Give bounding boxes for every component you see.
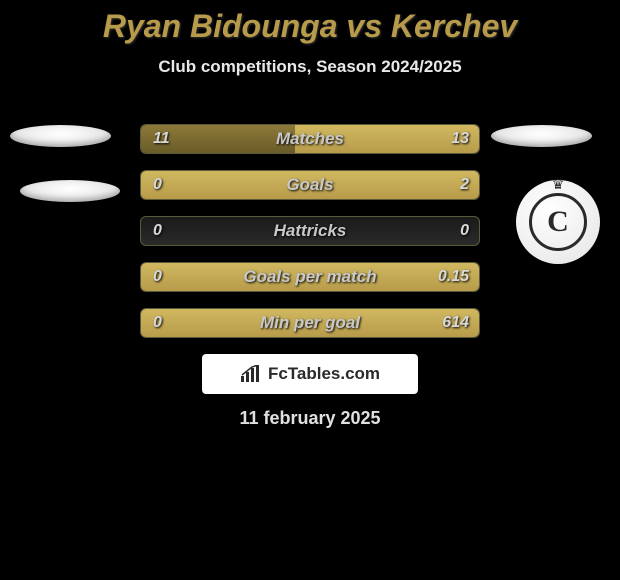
crest-inner-ring: C <box>529 193 587 251</box>
player1-crest-ellipse-1 <box>10 125 111 147</box>
stat-label: Hattricks <box>141 217 479 245</box>
page-subtitle: Club competitions, Season 2024/2025 <box>0 57 620 77</box>
brand-text: FcTables.com <box>268 364 380 384</box>
bars-icon <box>240 365 262 383</box>
crest-letter: C <box>547 205 569 239</box>
footer-date: 11 february 2025 <box>0 408 620 429</box>
crown-icon: ♛ <box>552 176 565 193</box>
comparison-bars: 1113Matches 02Goals 00Hattricks 00.15Goals … <box>140 124 480 354</box>
stat-row: 0614Min per goal <box>140 308 480 338</box>
brand-logo: FcTables.com <box>202 354 418 394</box>
stat-label: Min per goal <box>141 309 479 337</box>
stat-row: 00.15Goals per match <box>140 262 480 292</box>
player2-club-crest: ♛ C <box>516 180 600 264</box>
stat-label: Matches <box>141 125 479 153</box>
stat-row: 02Goals <box>140 170 480 200</box>
page-title: Ryan Bidounga vs Kerchev <box>0 0 620 45</box>
stat-label: Goals per match <box>141 263 479 291</box>
player2-crest-ellipse <box>491 125 592 147</box>
stat-row: 1113Matches <box>140 124 480 154</box>
stat-row: 00Hattricks <box>140 216 480 246</box>
stat-label: Goals <box>141 171 479 199</box>
player1-crest-ellipse-2 <box>20 180 120 202</box>
